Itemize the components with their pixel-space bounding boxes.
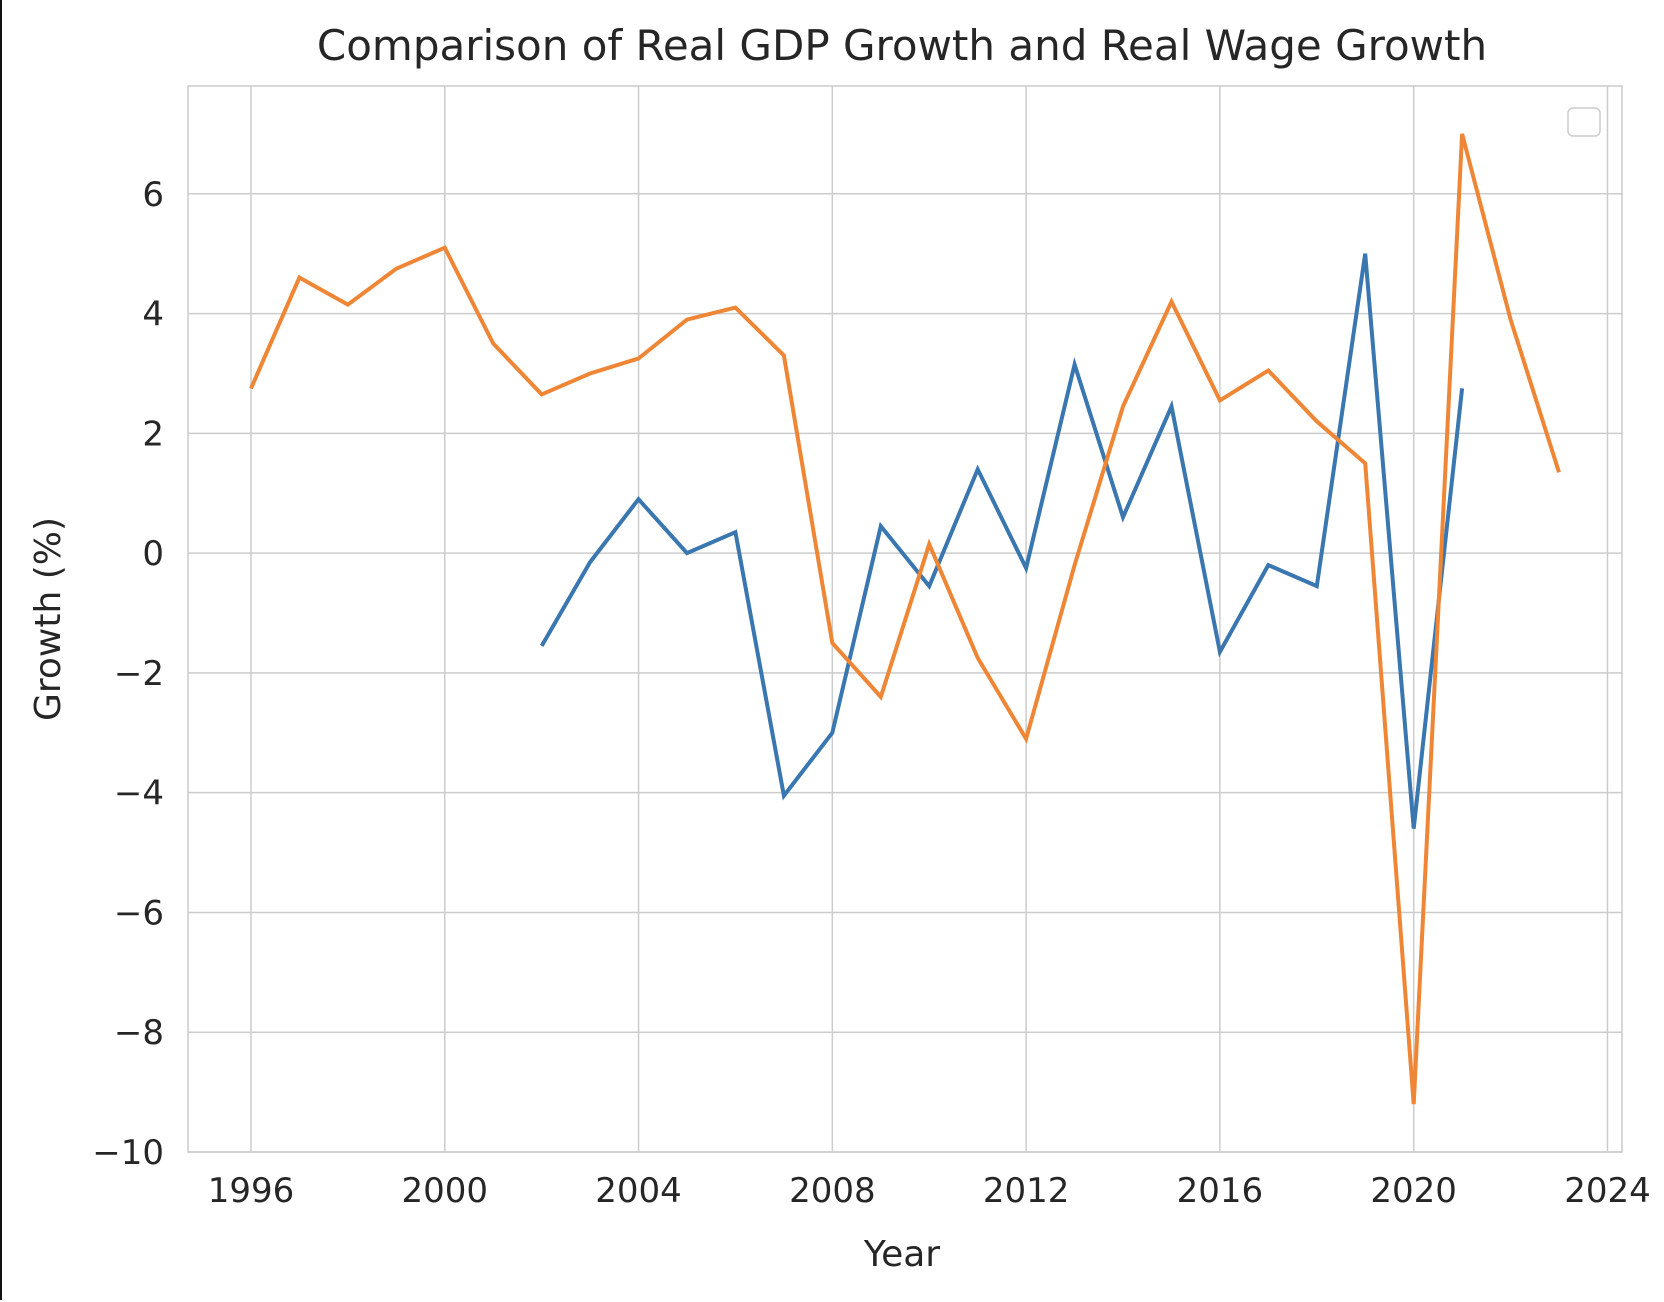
- y-tick-label: 2: [142, 414, 164, 454]
- series-line-1: [539, 253, 1465, 829]
- series-line-2: [249, 133, 1561, 1105]
- series-layer: [249, 133, 1561, 1105]
- y-tick-label: 0: [142, 534, 164, 574]
- y-tick-label: −6: [114, 893, 164, 933]
- x-tick-label: 2000: [401, 1171, 488, 1211]
- x-tick-label: 1996: [208, 1171, 295, 1211]
- y-tick-label: −10: [92, 1133, 164, 1173]
- x-axis-title: Year: [863, 1234, 940, 1275]
- y-tick-label: −2: [114, 654, 164, 694]
- x-tick-label: 2016: [1177, 1171, 1264, 1211]
- x-tick-label: 2020: [1370, 1171, 1457, 1211]
- chart-title: Comparison of Real GDP Growth and Real W…: [317, 21, 1487, 70]
- legend-box[interactable]: [1567, 107, 1601, 137]
- y-tick-label: −8: [114, 1013, 164, 1053]
- x-tick-label: 2004: [595, 1171, 682, 1211]
- y-axis-title: Growth (%): [28, 517, 69, 721]
- y-tick-label: −4: [114, 774, 164, 814]
- x-tick-label: 2012: [983, 1171, 1070, 1211]
- grid-lines: [188, 86, 1622, 1153]
- x-tick-labels: 1996 2000 2004 2008 2012 2016 2020 2024: [208, 1171, 1651, 1211]
- x-tick-label: 2008: [789, 1171, 876, 1211]
- y-tick-labels: −10 −8 −6 −4 −2 0 2 4 6: [92, 175, 164, 1173]
- x-tick-label: 2024: [1564, 1171, 1651, 1211]
- y-tick-label: 4: [142, 295, 164, 335]
- y-tick-label: 6: [142, 175, 164, 215]
